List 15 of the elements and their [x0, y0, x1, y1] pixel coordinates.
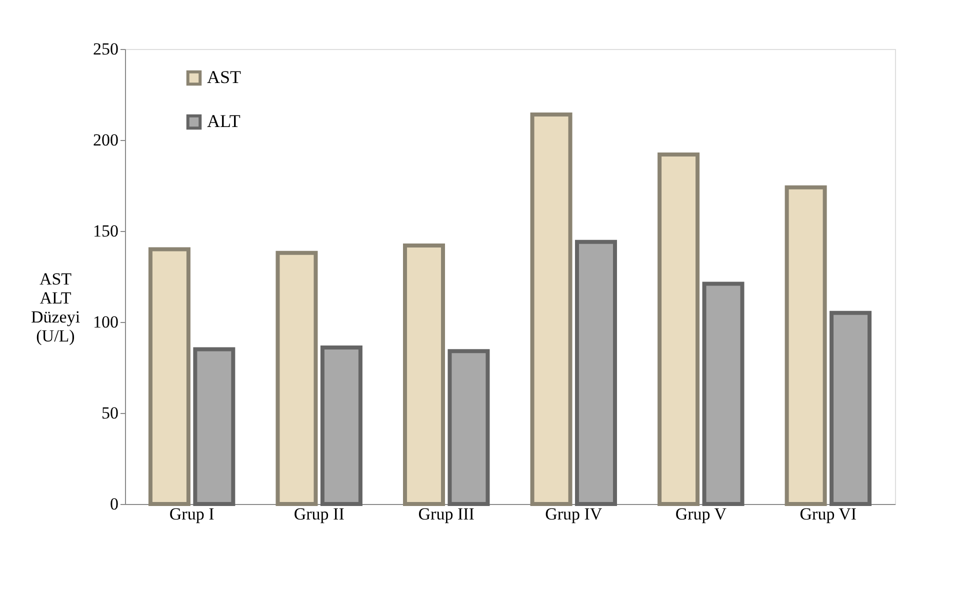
y-tick-label: 100 — [93, 312, 118, 332]
y-tick-label: 0 — [110, 494, 118, 514]
x-tick-label: Grup II — [294, 504, 345, 524]
legend-label: AST — [207, 67, 242, 87]
y-tick-label: 50 — [102, 404, 118, 422]
y-axis-title: AST ALT Düzeyi (U/L) — [30, 270, 80, 346]
x-tick-label: Grup III — [418, 504, 475, 524]
y-tick-label: 150 — [93, 222, 118, 240]
x-tick-label: Grup VI — [800, 504, 857, 524]
y-tick-label: 200 — [93, 130, 118, 150]
y-tick-label: 250 — [93, 40, 118, 58]
x-tick-label: Grup IV — [545, 504, 603, 524]
x-tick-label: Grup V — [675, 504, 728, 524]
legend-label: ALT — [207, 111, 240, 131]
x-tick-label: Grup I — [169, 504, 215, 524]
